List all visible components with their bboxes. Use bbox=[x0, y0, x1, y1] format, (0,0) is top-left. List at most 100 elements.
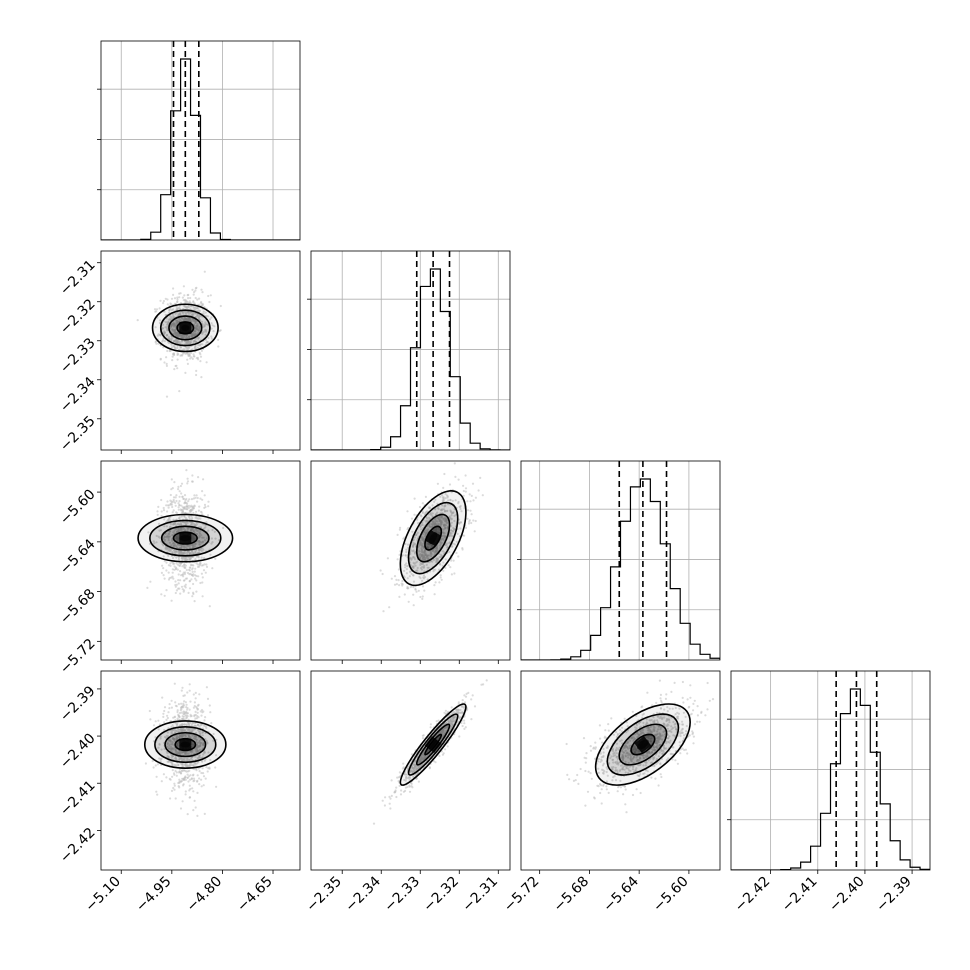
scatter-point bbox=[174, 329, 177, 332]
scatter-point bbox=[181, 352, 185, 355]
scatter-point bbox=[170, 339, 173, 342]
scatter-point bbox=[190, 564, 193, 567]
scatter-point bbox=[184, 300, 187, 303]
scatter-point bbox=[161, 542, 164, 546]
scatter-point bbox=[438, 754, 441, 758]
scatter-point bbox=[409, 586, 412, 589]
scatter-point bbox=[629, 739, 632, 742]
scatter-point bbox=[189, 715, 192, 718]
scatter-point bbox=[187, 759, 190, 762]
scatter-point bbox=[170, 544, 173, 547]
scatter-point bbox=[168, 338, 171, 341]
scatter-point bbox=[410, 572, 413, 576]
scatter-point bbox=[459, 711, 462, 714]
scatter-point bbox=[194, 724, 197, 727]
scatter-point bbox=[178, 758, 181, 761]
scatter-point bbox=[195, 705, 198, 709]
scatter-point bbox=[197, 716, 200, 719]
scatter-point bbox=[211, 567, 214, 570]
scatter-point bbox=[197, 539, 200, 542]
scatter-point bbox=[194, 691, 197, 695]
scatter-point bbox=[186, 310, 189, 313]
scatter-point bbox=[189, 700, 192, 703]
scatter-point bbox=[152, 724, 156, 727]
scatter-point bbox=[426, 557, 429, 561]
scatter-point bbox=[176, 296, 179, 299]
contour-1 bbox=[164, 731, 207, 758]
scatter-point bbox=[166, 752, 169, 755]
scatter-point bbox=[178, 711, 182, 715]
scatter-point bbox=[434, 498, 437, 501]
scatter-point bbox=[605, 770, 608, 774]
scatter-point bbox=[416, 566, 419, 570]
scatter-point bbox=[136, 319, 139, 322]
scatter-point bbox=[193, 715, 196, 718]
scatter-point bbox=[197, 575, 200, 578]
scatter-point bbox=[192, 809, 195, 812]
scatter-point bbox=[164, 321, 168, 324]
scatter-point bbox=[602, 762, 605, 765]
scatter-point bbox=[189, 296, 192, 300]
scatter-point bbox=[631, 710, 634, 713]
scatter-point bbox=[192, 780, 195, 783]
scatter-point bbox=[463, 727, 466, 731]
scatter-point bbox=[144, 762, 147, 765]
scatter-point bbox=[166, 510, 169, 513]
scatter-point bbox=[659, 707, 663, 710]
scatter-point bbox=[203, 527, 206, 530]
scatter-point bbox=[186, 482, 189, 485]
scatter-point bbox=[186, 362, 189, 365]
scatter-point bbox=[168, 518, 171, 521]
scatter-point bbox=[192, 300, 195, 303]
scatter-point bbox=[417, 589, 420, 592]
scatter-point bbox=[163, 518, 166, 521]
scatter-point bbox=[196, 298, 199, 301]
y-tick-label: −5.64 bbox=[57, 536, 99, 578]
scatter-point bbox=[400, 789, 403, 792]
scatter-point bbox=[195, 748, 199, 751]
scatter-point bbox=[175, 319, 178, 322]
scatter-point bbox=[176, 742, 179, 745]
scatter-point bbox=[379, 569, 382, 572]
scatter-point bbox=[186, 508, 189, 511]
scatter-point bbox=[421, 551, 424, 554]
scatter-point bbox=[466, 517, 469, 520]
scatter-point bbox=[162, 567, 165, 570]
scatter-point bbox=[197, 517, 200, 520]
scatter-point bbox=[167, 711, 170, 714]
scatter-point bbox=[193, 355, 196, 358]
panel-2-1 bbox=[310, 460, 511, 664]
scatter-point bbox=[443, 711, 446, 714]
scatter-point bbox=[412, 561, 415, 565]
scatter-point bbox=[442, 496, 445, 499]
scatter-point bbox=[181, 588, 184, 591]
scatter-point bbox=[190, 723, 193, 727]
scatter-point bbox=[155, 342, 158, 345]
scatter-point bbox=[186, 358, 189, 361]
scatter-point bbox=[207, 294, 210, 298]
scatter-point bbox=[182, 759, 185, 762]
scatter-point bbox=[183, 515, 186, 518]
panel-frame bbox=[520, 460, 721, 661]
scatter-point bbox=[180, 574, 183, 577]
scatter-point bbox=[158, 536, 161, 539]
panel-frame bbox=[100, 40, 301, 241]
scatter-point bbox=[192, 564, 195, 567]
scatter-point bbox=[661, 734, 664, 737]
scatter-point bbox=[174, 501, 177, 504]
scatter-point bbox=[403, 593, 406, 596]
scatter-point bbox=[190, 320, 193, 323]
scatter-point bbox=[155, 790, 158, 793]
scatter-point bbox=[412, 549, 415, 552]
scatter-point bbox=[193, 494, 196, 497]
scatter-point bbox=[424, 533, 427, 536]
scatter-point bbox=[200, 288, 203, 291]
scatter-point bbox=[180, 556, 183, 560]
scatter-point bbox=[412, 763, 415, 766]
scatter-point bbox=[372, 822, 376, 825]
scatter-point bbox=[171, 328, 174, 331]
scatter-point bbox=[198, 535, 201, 538]
scatter-point bbox=[196, 555, 199, 558]
scatter-point bbox=[449, 529, 452, 532]
y-tick-label: −2.33 bbox=[57, 335, 99, 377]
